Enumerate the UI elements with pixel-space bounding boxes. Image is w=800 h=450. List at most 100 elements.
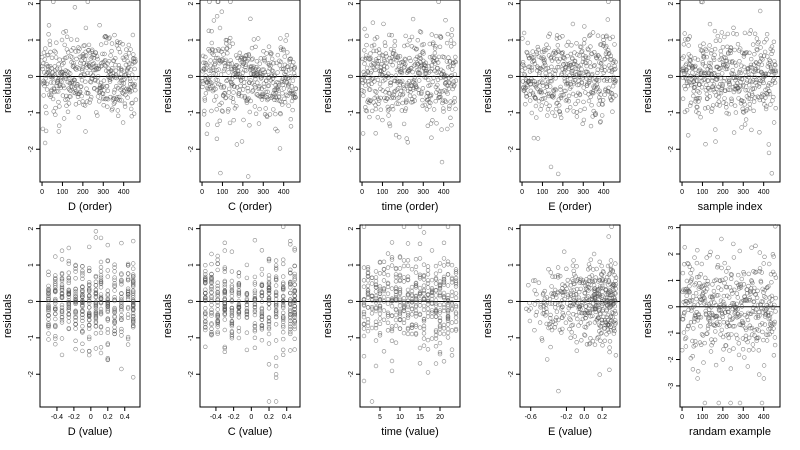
data-point <box>698 324 703 329</box>
y-tick-label: 1 <box>348 38 355 42</box>
data-point <box>421 262 427 267</box>
data-point <box>771 94 776 100</box>
data-point <box>449 122 454 128</box>
data-point <box>445 335 451 340</box>
data-point <box>682 31 687 36</box>
data-point <box>766 261 772 267</box>
data-point <box>433 61 438 66</box>
data-point <box>256 66 261 72</box>
data-point <box>223 57 228 63</box>
data-point <box>48 49 53 55</box>
data-point <box>383 74 389 79</box>
data-point <box>707 43 712 48</box>
data-point <box>691 93 696 99</box>
data-point <box>243 62 249 68</box>
data-point <box>761 261 766 266</box>
data-point <box>273 283 279 288</box>
data-point <box>734 332 739 338</box>
data-point <box>69 55 75 60</box>
data-point <box>771 254 776 259</box>
data-point <box>760 329 765 335</box>
x-tick-label: -0.2 <box>560 414 572 421</box>
data-point <box>257 61 262 66</box>
data-point <box>85 90 91 96</box>
data-point <box>449 353 455 358</box>
data-point <box>407 79 412 84</box>
data-point <box>695 248 700 253</box>
data-point <box>761 363 767 368</box>
data-point <box>555 265 561 270</box>
data-point <box>373 285 379 290</box>
data-point <box>265 89 270 95</box>
data-point <box>432 55 437 60</box>
data-point <box>368 56 374 61</box>
data-point <box>589 102 594 108</box>
data-point <box>418 56 423 61</box>
data-point <box>429 32 434 37</box>
data-point <box>248 98 254 104</box>
data-point <box>395 55 400 60</box>
data-point <box>421 230 427 235</box>
data-point <box>556 388 561 394</box>
data-point <box>428 82 433 88</box>
data-point <box>269 51 274 56</box>
data-point <box>362 26 367 32</box>
data-point <box>446 55 451 60</box>
data-point <box>439 127 444 132</box>
x-tick-label: 100 <box>697 414 709 421</box>
data-point <box>375 77 381 83</box>
data-point <box>219 100 224 106</box>
data-point <box>397 266 403 271</box>
y-tick-label: 2 <box>668 2 675 6</box>
x-tick-label: 0.2 <box>264 414 274 421</box>
data-point <box>263 89 269 95</box>
data-point <box>386 107 392 112</box>
data-point <box>545 113 550 118</box>
data-point <box>722 260 727 266</box>
data-point <box>750 42 756 47</box>
y-tick-label: 0 <box>508 299 515 303</box>
data-point <box>688 271 693 276</box>
data-point <box>399 70 405 76</box>
data-point <box>377 271 383 276</box>
data-point <box>84 90 89 96</box>
data-point <box>229 61 234 66</box>
data-point <box>448 38 454 43</box>
data-point <box>527 318 533 324</box>
data-point <box>715 33 720 39</box>
data-point <box>281 86 287 91</box>
data-point <box>680 270 686 276</box>
data-point <box>699 85 705 90</box>
data-point <box>281 336 286 342</box>
data-point <box>73 289 78 294</box>
data-point <box>535 136 541 141</box>
data-point <box>281 66 286 72</box>
data-point <box>214 136 220 142</box>
data-point <box>573 274 578 279</box>
data-point <box>59 352 65 358</box>
data-point <box>761 337 766 343</box>
data-point <box>82 73 87 78</box>
data-point <box>112 32 117 38</box>
data-point <box>119 333 124 338</box>
data-point <box>735 336 740 341</box>
y-tick-label: -2 <box>188 371 195 377</box>
data-point <box>726 335 731 341</box>
x-tick-label: 0 <box>200 189 204 196</box>
data-point <box>234 103 239 109</box>
data-point <box>371 76 376 81</box>
data-point <box>106 69 111 74</box>
data-point <box>288 327 293 332</box>
data-point <box>608 258 614 263</box>
data-point <box>740 347 746 352</box>
data-point <box>384 60 389 66</box>
data-point <box>610 34 615 40</box>
data-point <box>420 103 425 109</box>
data-point <box>114 39 120 44</box>
data-point <box>695 302 701 307</box>
data-point <box>599 263 604 269</box>
data-point <box>588 94 593 100</box>
data-point <box>227 86 232 92</box>
data-point <box>219 108 225 113</box>
